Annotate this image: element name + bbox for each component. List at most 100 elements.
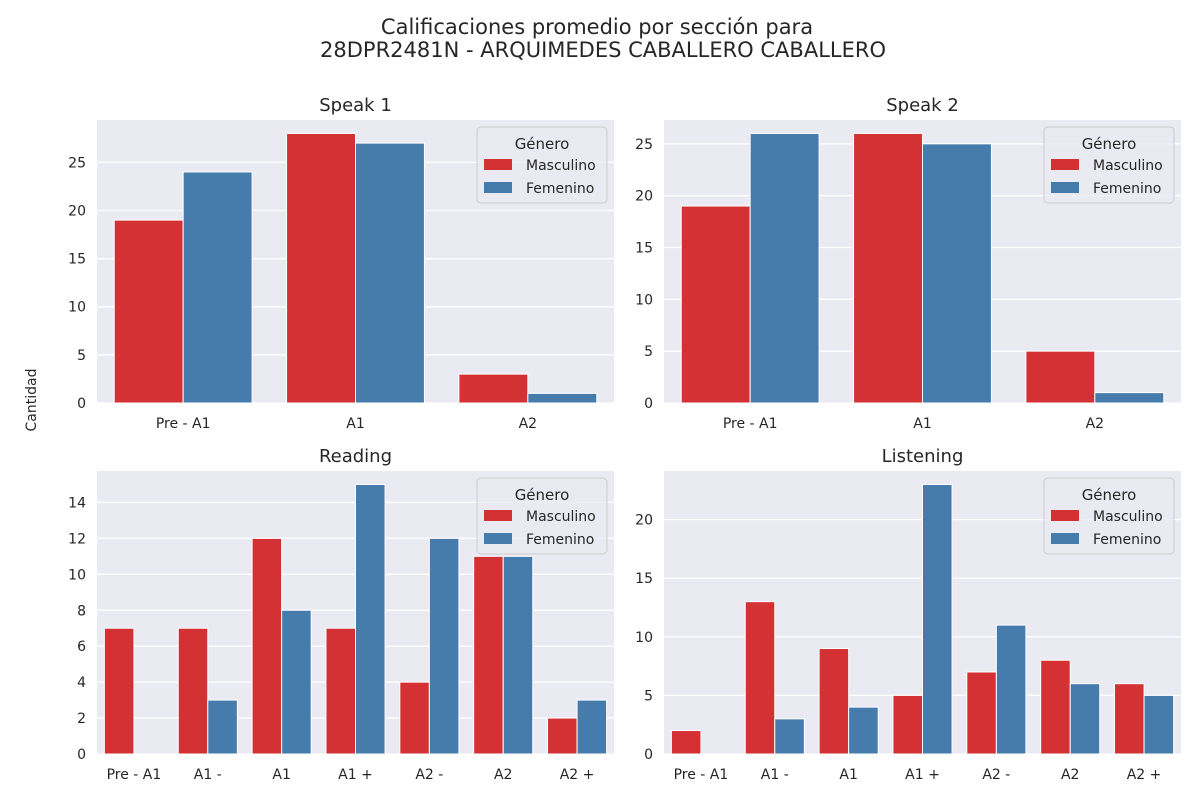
bar-femenino: [502, 555, 534, 755]
bar-masculino: [251, 537, 283, 755]
legend: Género Masculino Femenino: [1043, 126, 1175, 204]
bar-masculino: [473, 555, 504, 755]
y-tick-label: 15: [635, 571, 653, 587]
bar-femenino: [1094, 392, 1165, 404]
y-tick-label: 15: [68, 252, 86, 268]
panel-title: Reading: [319, 446, 392, 467]
bar-femenino: [749, 132, 820, 404]
x-tick-label: Pre - A1: [674, 767, 729, 783]
y-tick-label: 25: [68, 155, 86, 171]
y-tick-label: 14: [68, 495, 86, 511]
y-tick-label: 0: [77, 747, 86, 763]
bar-femenino: [995, 624, 1027, 755]
legend: Género Masculino Femenino: [476, 477, 608, 555]
y-tick-label: 20: [635, 189, 653, 205]
x-tick-label: Pre - A1: [723, 416, 778, 432]
bar-masculino: [1114, 683, 1145, 755]
y-tick-label: 15: [635, 241, 653, 257]
chart-panel-4: 0 5 10 15 20 Pre - A1 A1 - A1 A1 + A2 - A2 A2 + List…: [635, 446, 1181, 783]
legend-label: Masculino: [526, 509, 596, 525]
x-tick-label: A2 +: [1127, 767, 1162, 783]
y-tick-label: 10: [68, 300, 86, 316]
x-tick-label: A1: [346, 416, 364, 432]
legend-label: Masculino: [1093, 509, 1163, 525]
bar-femenino: [1143, 694, 1175, 755]
panel-title: Speak 1: [319, 95, 392, 116]
legend-swatch-femenino: [484, 533, 512, 544]
bar-masculino: [103, 627, 135, 755]
legend-swatch-masculino: [1051, 159, 1079, 170]
x-tick-label: A2: [494, 767, 512, 783]
bar-masculino: [286, 132, 357, 404]
y-tick-label: 6: [77, 639, 86, 655]
chart-panel-1: 0 5 10 15 20 25 Pre - A1 A1 A2 Speak 1 Género Mascu…: [68, 95, 614, 432]
x-tick-label: A2: [1061, 767, 1079, 783]
y-tick-label: 12: [68, 531, 86, 547]
x-tick-label: A2: [1086, 416, 1104, 432]
bar-femenino: [1069, 683, 1101, 755]
x-tick-label: A1 +: [338, 767, 373, 783]
bar-femenino: [182, 171, 253, 404]
bar-femenino: [207, 699, 238, 755]
bar-masculino: [325, 627, 357, 755]
x-tick-label: A1 +: [905, 767, 940, 783]
x-tick-label: A2 +: [560, 767, 595, 783]
bar-masculino: [458, 373, 529, 404]
bar-femenino: [527, 392, 598, 404]
bar-femenino: [922, 483, 953, 755]
bar-femenino: [848, 706, 879, 755]
bar-masculino: [680, 205, 751, 404]
legend-swatch-femenino: [484, 182, 512, 193]
bar-masculino: [399, 681, 430, 755]
x-tick-label: Pre - A1: [156, 416, 211, 432]
y-tick-label: 5: [644, 688, 653, 704]
bar-femenino: [281, 609, 312, 755]
y-tick-label: 5: [644, 344, 653, 360]
x-tick-label: A1: [272, 767, 290, 783]
legend: Género Masculino Femenino: [476, 126, 608, 204]
bar-femenino: [355, 483, 386, 755]
legend-swatch-masculino: [484, 510, 512, 521]
y-tick-label: 0: [644, 396, 653, 412]
bar-masculino: [818, 648, 850, 755]
y-tick-label: 5: [77, 348, 86, 364]
x-tick-label: A2 -: [982, 767, 1010, 783]
legend-label: Femenino: [526, 532, 594, 548]
y-tick-label: 10: [635, 292, 653, 308]
y-tick-label: 20: [635, 513, 653, 529]
bar-femenino: [428, 537, 460, 755]
chart-panel-3: 0 2 4 6 8 10 12 14 Pre - A1 A1 - A1 A1 + A2 - A2 A2 + R…: [68, 446, 614, 783]
x-tick-label: A1: [839, 767, 857, 783]
bar-masculino: [547, 717, 578, 755]
legend-label: Femenino: [1093, 181, 1161, 197]
legend-label: Masculino: [1093, 158, 1163, 174]
bar-femenino: [576, 699, 608, 755]
bar-masculino: [1025, 350, 1096, 404]
chart-panels: 0 5 10 15 20 25 Pre - A1 A1 A2 Speak 1 Género Mascu…: [68, 95, 1181, 783]
bar-masculino: [177, 627, 209, 755]
legend-title: Género: [1082, 135, 1137, 153]
bar-femenino: [922, 143, 992, 404]
x-tick-label: A1 -: [194, 767, 222, 783]
bar-masculino: [892, 694, 924, 755]
y-tick-label: 10: [68, 567, 86, 583]
y-tick-label: 0: [644, 747, 653, 763]
suptitle-line-1: Calificaciones promedio por sección para: [381, 15, 813, 39]
y-tick-label: 0: [77, 396, 86, 412]
y-tick-label: 25: [635, 137, 653, 153]
legend: Género Masculino Femenino: [1043, 477, 1175, 555]
y-tick-label: 10: [635, 630, 653, 646]
suptitle-line-2: 28DPR2481N - ARQUIMEDES CABALLERO CABALL…: [320, 38, 886, 62]
legend-title: Género: [515, 486, 570, 504]
y-axis-label: Cantidad: [24, 369, 40, 432]
bar-masculino: [113, 219, 184, 404]
x-tick-label: A1: [913, 416, 931, 432]
x-tick-label: A1 -: [761, 767, 789, 783]
bar-femenino: [774, 718, 805, 755]
bar-masculino: [853, 132, 923, 404]
panel-title: Listening: [882, 446, 964, 467]
bar-femenino: [355, 142, 425, 404]
legend-title: Género: [515, 135, 570, 153]
y-tick-label: 4: [77, 675, 86, 691]
